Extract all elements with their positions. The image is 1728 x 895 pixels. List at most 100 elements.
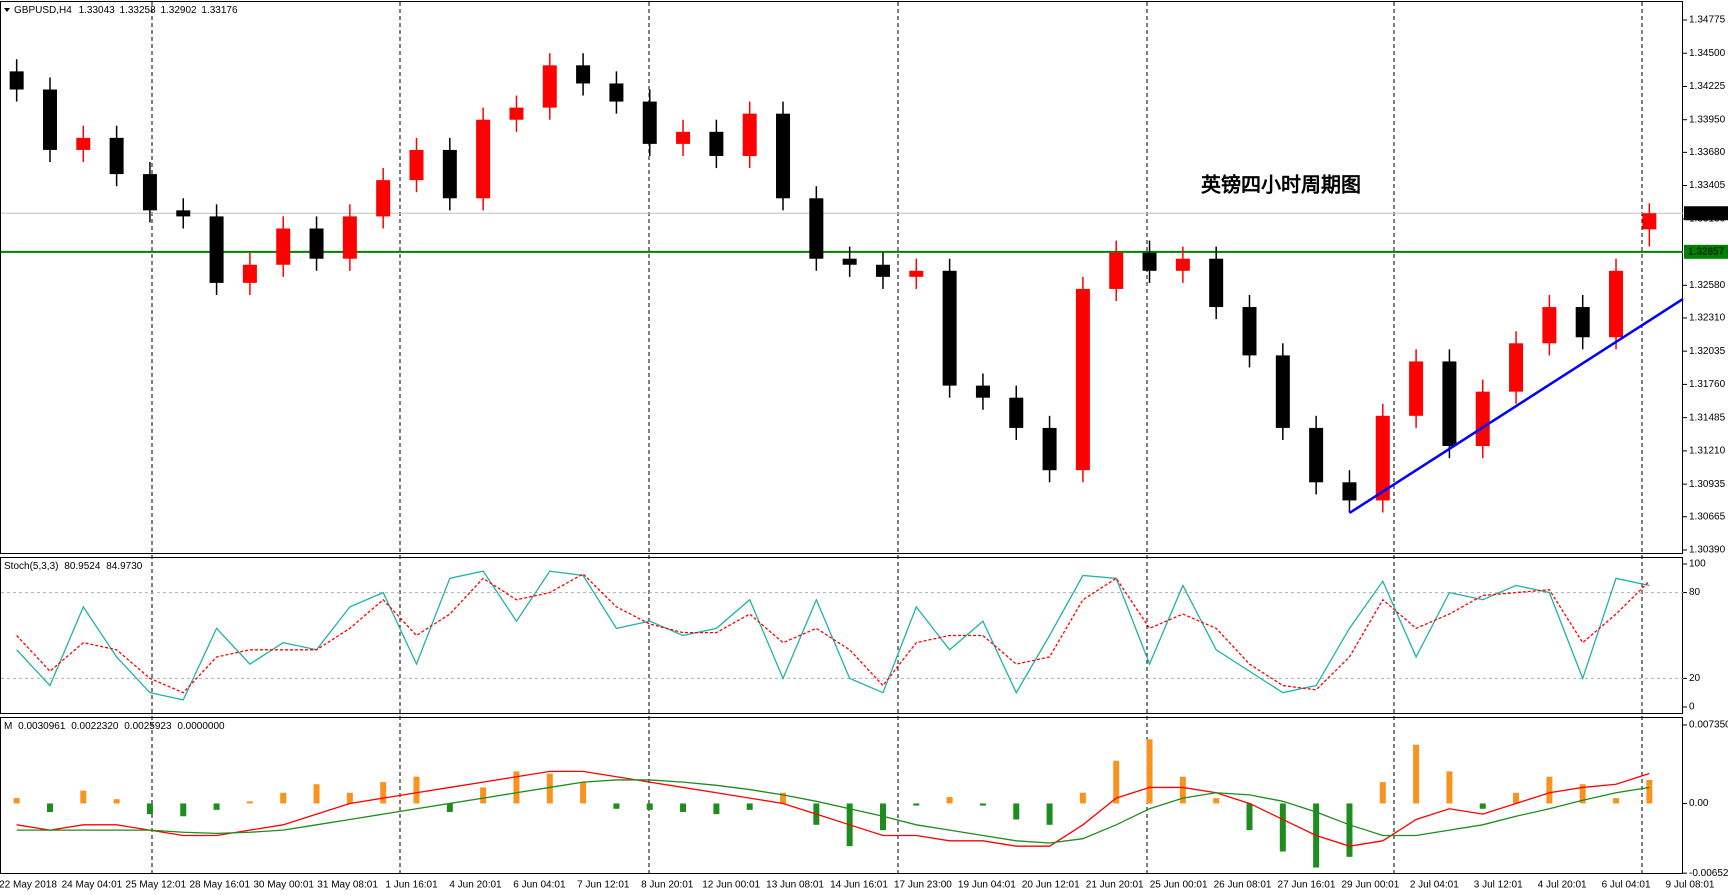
candle-body — [1475, 391, 1490, 447]
histogram-bar — [713, 803, 720, 815]
candle-body — [709, 131, 724, 156]
candle-body — [1509, 343, 1524, 392]
stochastic-panel — [0, 557, 1683, 714]
candle-body — [809, 198, 824, 259]
y-tick-label: 1.34500 — [1689, 48, 1726, 59]
y-tick-label: 1.32310 — [1689, 313, 1726, 324]
y-tick-label: 1.30390 — [1689, 545, 1726, 556]
symbol: GBPUSD,H4 — [14, 5, 72, 16]
candle-body — [376, 180, 391, 217]
y-tick-label: 1.34775 — [1689, 15, 1726, 26]
candle-body — [142, 174, 157, 211]
histogram-bar — [913, 803, 920, 806]
histogram-bar — [1346, 803, 1353, 857]
y-tick-label: 1.33405 — [1689, 180, 1726, 191]
histogram-bar — [46, 803, 53, 812]
histogram-bar — [1446, 771, 1453, 804]
header-close: 1.33176 — [201, 5, 238, 16]
k-value: 80.9524 — [64, 561, 101, 572]
x-tick-label: 17 Jun 23:00 — [894, 880, 952, 891]
candle-body — [842, 258, 857, 265]
macd-header: M 0.0030961 0.0022320 0.0025923 0.000000… — [4, 721, 225, 732]
y-tick-label: -0.006527 — [1689, 868, 1728, 879]
trendline — [1348, 297, 1684, 515]
histogram-bar — [1079, 792, 1086, 804]
y-tick-label: 0 — [1689, 702, 1695, 713]
indicator-name: M — [4, 721, 12, 732]
histogram-bar — [1646, 779, 1653, 804]
histogram-bar — [646, 803, 653, 810]
x-tick-label: 14 Jun 16:01 — [830, 880, 888, 891]
histogram-bar — [979, 803, 986, 806]
candle-body — [242, 264, 257, 283]
histogram-bar — [1479, 803, 1486, 809]
price-header: GBPUSD,H4 1.33043 1.33258 1.32902 1.3317… — [14, 5, 238, 16]
x-tick-label: 29 Jun 00:01 — [1341, 880, 1399, 891]
histogram-bar — [680, 803, 687, 812]
candle-body — [1042, 427, 1057, 471]
x-tick-label: 22 May 2018 — [0, 880, 57, 891]
candle-body — [1442, 361, 1457, 447]
candle-body — [409, 149, 424, 181]
histogram-bar — [380, 782, 387, 804]
y-tick-label: 1.33950 — [1689, 114, 1726, 125]
x-tick-label: 21 Jun 20:01 — [1086, 880, 1144, 891]
y-tick-label: 1.31485 — [1689, 412, 1726, 423]
x-tick-label: 13 Jun 08:01 — [766, 880, 824, 891]
x-tick-label: 6 Jul 04:01 — [1602, 880, 1651, 891]
x-tick-label: 6 Jun 04:01 — [513, 880, 566, 891]
candle-body — [276, 228, 291, 265]
histogram-bar — [946, 797, 953, 804]
histogram-bar — [1146, 739, 1153, 804]
menu-arrow[interactable] — [4, 8, 10, 12]
candle-body — [1009, 397, 1024, 428]
histogram-bar — [1213, 798, 1220, 804]
histogram-bar — [613, 803, 620, 809]
y-tick-label: 100 — [1689, 559, 1706, 570]
header-open: 1.33043 — [79, 5, 116, 16]
x-tick-label: 20 Jun 12:01 — [1022, 880, 1080, 891]
macd-value: 0.0030961 — [18, 721, 66, 732]
x-tick-label: 8 Jun 20:01 — [641, 880, 694, 891]
candle-body — [9, 71, 24, 90]
indicator-name: Stoch(5,3,3) — [4, 561, 58, 572]
histogram-bar — [1413, 744, 1420, 804]
candle-body — [176, 210, 191, 217]
histogram-bar — [1279, 803, 1286, 852]
histogram-bar — [546, 773, 553, 804]
period-separators — [151, 2, 1643, 874]
x-tick-label: 31 May 08:01 — [317, 880, 378, 891]
x-tick-label: 26 Jun 08:01 — [1214, 880, 1272, 891]
candle-body — [776, 113, 791, 199]
histogram-bar — [13, 798, 20, 804]
histogram-bar — [413, 776, 420, 804]
price-level-label: 1.33176 — [1688, 208, 1725, 219]
candle-body — [975, 385, 990, 398]
macd-value: 0.0022320 — [71, 721, 119, 732]
x-tick-label: 12 Jun 00:01 — [702, 880, 760, 891]
candle-body — [676, 131, 691, 144]
x-tick-label: 24 May 04:01 — [62, 880, 123, 891]
candle-body — [1075, 288, 1090, 471]
histogram-bar — [113, 799, 120, 804]
candle-body — [542, 65, 557, 108]
histogram-bar — [480, 787, 487, 804]
candle-body — [209, 216, 224, 283]
histogram-bar — [780, 792, 787, 804]
candle-body — [1275, 355, 1290, 428]
candle-body — [509, 107, 524, 120]
candle-body — [1309, 427, 1324, 483]
histogram-bar — [1046, 803, 1053, 825]
candle-body — [1609, 270, 1624, 338]
histogram-bar — [80, 790, 87, 804]
price-level-box — [1684, 206, 1728, 221]
candle-body — [1642, 213, 1657, 230]
x-tick-label: 25 Jun 00:01 — [1150, 880, 1208, 891]
candle-body — [642, 101, 657, 144]
histogram-bar — [180, 803, 187, 817]
candle-body — [476, 119, 491, 199]
y-tick-label: 20 — [1689, 673, 1701, 684]
histogram-bar — [746, 803, 753, 810]
histogram-bar — [1246, 803, 1253, 831]
